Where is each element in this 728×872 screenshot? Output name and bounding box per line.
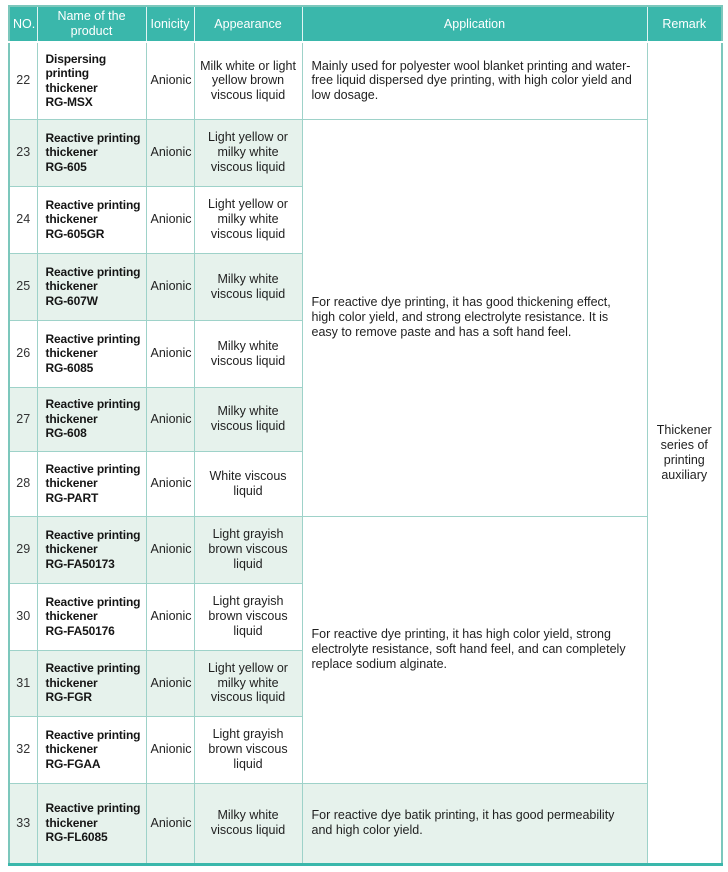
appearance-cell: Light yellow or milky white viscous liqu… xyxy=(193,118,303,187)
appearance-cell: Milky white viscous liquid xyxy=(193,252,303,321)
product-name: Reactive printing thickener xyxy=(45,397,141,426)
table-row: 33 Reactive printing thickener RG-FL6085… xyxy=(8,782,722,865)
ionicity-cell: Anionic xyxy=(145,715,195,784)
table-row: 28 Reactive printing thickener RG-PART A… xyxy=(8,450,722,517)
row-no: 28 xyxy=(8,450,38,517)
appearance-cell: Light grayish brown viscous liquid xyxy=(193,715,303,784)
ionicity-cell: Anionic xyxy=(145,386,195,452)
row-no: 25 xyxy=(8,252,38,321)
row-no: 32 xyxy=(8,715,38,784)
appearance-cell: White viscous liquid xyxy=(193,450,303,517)
product-code: RG-FL6085 xyxy=(45,830,108,845)
row-no: 22 xyxy=(8,41,38,120)
ionicity-cell: Anionic xyxy=(145,185,195,254)
table-row: 26 Reactive printing thickener RG-6085 A… xyxy=(8,319,722,388)
product-name-cell: Reactive printing thickener RG-FL6085 xyxy=(36,782,147,865)
product-name: Reactive printing thickener xyxy=(45,594,141,624)
product-name: Reactive printing thickener xyxy=(45,527,141,557)
appearance-cell: Light grayish brown viscous liquid xyxy=(193,582,303,651)
product-name: Reactive printing thickener xyxy=(45,264,141,294)
application-cell: For reactive dye batik printing, it has … xyxy=(301,782,648,865)
ionicity-cell: Anionic xyxy=(145,252,195,321)
row-no: 26 xyxy=(8,319,38,388)
ionicity-cell: Anionic xyxy=(145,319,195,388)
product-name-cell: Reactive printing thickener RG-605GR xyxy=(36,185,147,254)
appearance-cell: Light yellow or milky white viscous liqu… xyxy=(193,649,303,717)
ionicity-cell: Anionic xyxy=(145,41,195,120)
ionicity-cell: Anionic xyxy=(145,450,195,517)
product-name: Reactive printing thickener xyxy=(45,461,141,491)
product-name-cell: Reactive printing thickener RG-FGAA xyxy=(36,715,147,784)
table-row: 29 Reactive printing thickener RG-FA5017… xyxy=(8,515,722,784)
header-appearance: Appearance xyxy=(193,6,302,43)
product-name: Reactive printing thickener xyxy=(45,727,141,757)
header-ionicity: Ionicity xyxy=(145,6,194,43)
product-name: Reactive printing thickener xyxy=(45,801,141,830)
row-no: 23 xyxy=(8,118,38,187)
appearance-cell: Milk white or light yellow brown viscous… xyxy=(193,41,303,120)
product-name-cell: Reactive printing thickener RG-PART xyxy=(36,450,147,517)
product-code: RG-605GR xyxy=(45,226,105,241)
product-name-cell: Reactive printing thickener RG-FA50173 xyxy=(36,515,147,584)
product-name-cell: Reactive printing thickener RG-FA50176 xyxy=(36,582,147,651)
product-table: NO. Name of the product Ionicity Appeara… xyxy=(8,5,723,866)
product-code: RG-FGAA xyxy=(45,756,101,771)
product-code: RG-FA50173 xyxy=(45,556,115,571)
application-cell: Mainly used for polyester wool blanket p… xyxy=(301,41,648,120)
ionicity-cell: Anionic xyxy=(145,515,195,584)
product-name: Reactive printing thickener xyxy=(45,331,141,361)
appearance-cell: Light grayish brown viscous liquid xyxy=(193,515,303,584)
appearance-cell: Milky white viscous liquid xyxy=(193,386,303,452)
product-code: RG-608 xyxy=(45,426,87,441)
application-cell-merged: For reactive dye printing, it has good t… xyxy=(301,118,648,517)
product-code: RG-607W xyxy=(45,293,98,308)
product-name: Reactive printing thickener xyxy=(45,197,141,227)
product-name: Dispersing printing thickener xyxy=(45,51,107,95)
header-product-name: Name of the product xyxy=(36,6,146,43)
appearance-cell: Milky white viscous liquid xyxy=(193,319,303,388)
table-row: 23 Reactive printing thickener RG-605 An… xyxy=(8,118,722,517)
product-name: Reactive printing thickener xyxy=(45,661,141,690)
product-name-cell: Reactive printing thickener RG-FGR xyxy=(36,649,147,717)
table-row: 22 Dispersing printing thickener RG-MSX … xyxy=(8,41,723,865)
appearance-cell: Milky white viscous liquid xyxy=(193,782,303,865)
header-row: NO. Name of the product Ionicity Appeara… xyxy=(9,6,722,43)
product-name-cell: Reactive printing thickener RG-6085 xyxy=(36,319,147,388)
ionicity-cell: Anionic xyxy=(145,582,195,651)
product-name-cell: Reactive printing thickener RG-608 xyxy=(36,386,147,452)
ionicity-cell: Anionic xyxy=(145,649,195,717)
table-row: 24 Reactive printing thickener RG-605GR … xyxy=(8,185,722,254)
product-code: RG-FGR xyxy=(45,690,93,705)
ionicity-cell: Anionic xyxy=(145,782,195,865)
header-no: NO. xyxy=(9,6,37,43)
row-no: 33 xyxy=(8,782,38,865)
product-code: RG-MSX xyxy=(45,95,93,110)
product-name-cell: Reactive printing thickener RG-605 xyxy=(36,118,147,187)
table-row: 27 Reactive printing thickener RG-608 An… xyxy=(8,386,722,452)
appearance-cell: Light yellow or milky white viscous liqu… xyxy=(193,185,303,254)
header-remark: Remark xyxy=(646,6,722,43)
row-no: 30 xyxy=(8,582,38,651)
row-no: 31 xyxy=(8,649,38,717)
row-no: 24 xyxy=(8,185,38,254)
row-no: 29 xyxy=(8,515,38,584)
table-row: 25 Reactive printing thickener RG-607W A… xyxy=(8,252,722,321)
product-code: RG-PART xyxy=(45,490,99,505)
row-no: 27 xyxy=(8,386,38,452)
header-application: Application xyxy=(301,6,647,43)
product-code: RG-605 xyxy=(45,159,87,174)
ionicity-cell: Anionic xyxy=(145,118,195,187)
table-row: 32 Reactive printing thickener RG-FGAA A… xyxy=(8,715,722,784)
product-name: Reactive printing thickener xyxy=(45,130,141,160)
product-code: RG-6085 xyxy=(45,360,94,375)
table-row: 30 Reactive printing thickener RG-FA5017… xyxy=(8,582,722,651)
application-cell-merged: For reactive dye printing, it has high c… xyxy=(301,515,648,784)
product-name-cell: Reactive printing thickener RG-607W xyxy=(36,252,147,321)
product-code: RG-FA50176 xyxy=(45,623,115,638)
remark-cell: Thickener series of printing auxiliary xyxy=(646,41,723,865)
product-name-cell: Dispersing printing thickener RG-MSX xyxy=(36,41,147,120)
